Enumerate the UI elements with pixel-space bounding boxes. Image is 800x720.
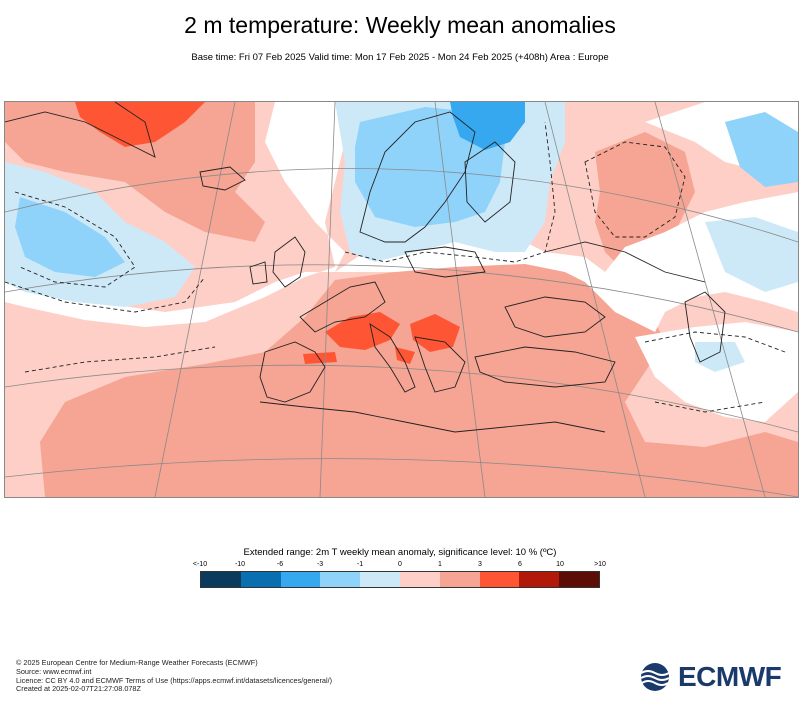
cool-region-caspian <box>705 217 798 292</box>
footer-credits: © 2025 European Centre for Medium-Range … <box>16 658 333 694</box>
legend-tick: <-10 <box>192 561 208 568</box>
legend-tick: -1 <box>356 561 364 568</box>
neutral-band-atlantic <box>5 102 345 327</box>
legend-swatch <box>280 572 321 587</box>
legend-colorbar <box>200 571 600 588</box>
greenland-strong-anomaly <box>75 102 205 147</box>
cool-region-east <box>725 112 798 187</box>
legend-tick: 10 <box>556 561 564 568</box>
legend-tick: 1 <box>438 561 442 568</box>
italy-strong-anomaly <box>303 352 337 364</box>
neutral-band-turkey <box>635 322 798 422</box>
graticule <box>5 102 798 497</box>
legend-swatch <box>559 572 599 587</box>
significance-contours <box>5 121 786 413</box>
coastlines <box>5 102 726 433</box>
adriatic-strong-anomaly <box>395 347 415 364</box>
map-canvas <box>5 102 798 497</box>
legend-ticks: <-10 -10 -6 -3 -1 0 1 3 6 10 >10 <box>193 561 606 571</box>
legend-title: Extended range: 2m T weekly mean anomaly… <box>243 547 557 558</box>
neutral-band-central <box>335 192 798 332</box>
legend-swatch <box>519 572 560 587</box>
legend-swatch <box>240 572 281 587</box>
legend-tick: -3 <box>316 561 324 568</box>
legend-swatch <box>360 572 400 587</box>
ecmwf-logo: ECMWF <box>636 661 782 692</box>
ecmwf-logo-text: ECMWF <box>678 661 782 692</box>
legend-swatch <box>399 572 440 587</box>
footer-licence: Licence: CC BY 4.0 and ECMWF Terms of Us… <box>16 675 333 685</box>
chart-title: 2 m temperature: Weekly mean anomalies <box>184 12 616 38</box>
alps-strong-anomaly <box>325 312 400 350</box>
legend-tick: 3 <box>478 561 482 568</box>
ecmwf-logo-icon <box>640 663 670 691</box>
warm-region-south <box>40 262 798 497</box>
legend-swatch <box>479 572 520 587</box>
warm-region-atlantic <box>5 102 265 242</box>
cold-region-russia <box>450 102 525 150</box>
legend-swatch <box>320 572 361 587</box>
legend-tick: -6 <box>276 561 284 568</box>
footer-copyright: © 2025 European Centre for Medium-Range … <box>16 658 258 667</box>
chart-subtitle: Base time: Fri 07 Feb 2025 Valid time: M… <box>191 52 609 63</box>
footer-source: Source: www.ecmwf.int <box>16 666 92 676</box>
legend-tick: -10 <box>234 561 246 568</box>
legend-tick: 0 <box>398 561 402 568</box>
cool-region-turkey <box>695 342 745 372</box>
legend-swatch <box>201 572 241 587</box>
legend-tick: 6 <box>518 561 522 568</box>
legend-swatch <box>439 572 480 587</box>
cool-region-atlantic-core <box>15 197 125 277</box>
legend-tick: >10 <box>594 561 606 568</box>
footer-created: Created at 2025-02-07T21:27:08.078Z <box>16 684 141 694</box>
anomaly-map <box>4 101 799 498</box>
balkans-strong-anomaly <box>410 314 460 352</box>
